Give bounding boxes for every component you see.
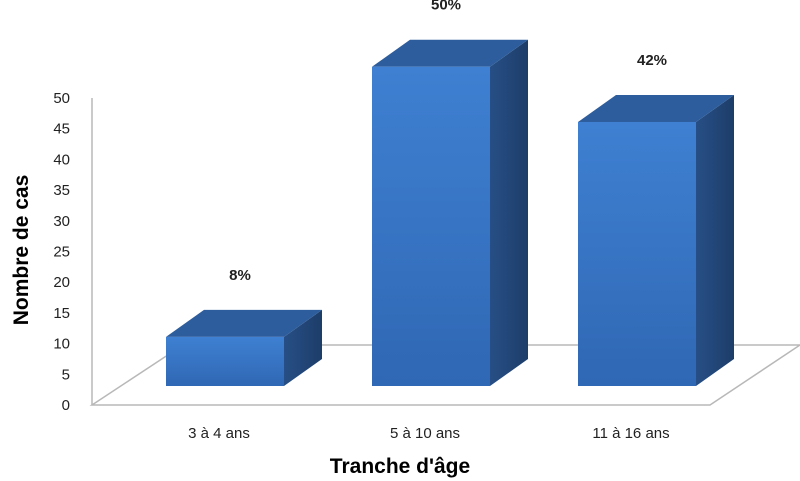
y-tick-label: 50 [53, 90, 70, 107]
bar-top [578, 94, 734, 122]
bar [166, 309, 322, 386]
y-tick-label: 20 [53, 274, 70, 291]
y-tick-label: 0 [62, 397, 70, 414]
data-label: 50% [431, 0, 461, 14]
bar-side [490, 39, 528, 386]
bar [578, 94, 734, 386]
bar-top [166, 309, 322, 337]
data-label: 42% [637, 52, 667, 69]
y-tick-label: 25 [53, 244, 70, 261]
bars [166, 39, 734, 386]
y-tick-label: 40 [53, 151, 70, 168]
bar-front [578, 121, 696, 386]
x-tick-label: 3 à 4 ans [188, 425, 250, 442]
y-tick-label: 45 [53, 121, 70, 138]
data-label: 8% [229, 267, 251, 284]
x-tick-label: 11 à 16 ans [592, 425, 669, 442]
bar [372, 39, 528, 386]
y-tick-label: 10 [53, 336, 70, 353]
y-axis-ticks: 0 5 10 15 20 25 30 35 40 45 50 [53, 90, 70, 414]
bar-top [372, 39, 528, 67]
bar-side [696, 94, 734, 386]
data-labels: 8% 50% 42% [229, 0, 667, 284]
bar-front [166, 336, 284, 386]
bar-front [372, 66, 490, 386]
y-tick-label: 30 [53, 213, 70, 230]
y-tick-label: 35 [53, 182, 70, 199]
y-axis-title: Nombre de cas [10, 175, 33, 326]
bar-side [284, 309, 322, 386]
y-tick-label: 15 [53, 305, 70, 322]
x-tick-label: 5 à 10 ans [390, 425, 460, 442]
x-axis-title: Tranche d'âge [330, 455, 470, 478]
x-axis-categories: 3 à 4 ans 5 à 10 ans 11 à 16 ans [188, 425, 670, 442]
y-tick-label: 5 [62, 366, 70, 383]
